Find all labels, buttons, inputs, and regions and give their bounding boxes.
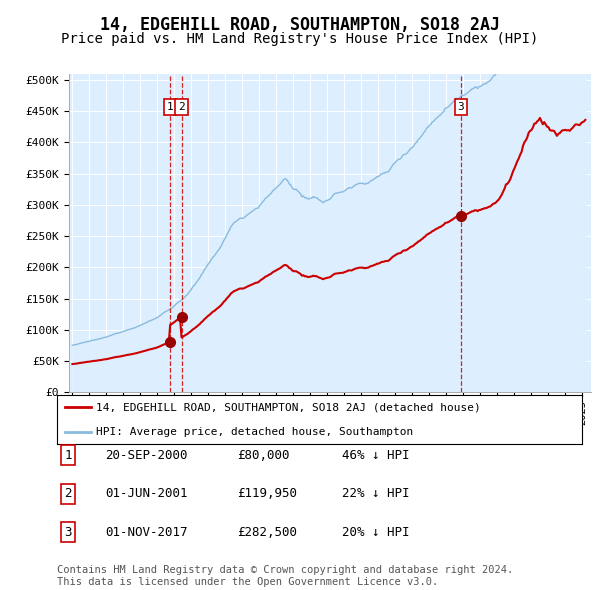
Text: 2: 2: [64, 487, 71, 500]
Text: £282,500: £282,500: [237, 526, 297, 539]
Text: 3: 3: [64, 526, 71, 539]
Text: 01-JUN-2001: 01-JUN-2001: [105, 487, 187, 500]
Text: 22% ↓ HPI: 22% ↓ HPI: [342, 487, 409, 500]
Text: 1: 1: [64, 449, 71, 462]
Text: 01-NOV-2017: 01-NOV-2017: [105, 526, 187, 539]
Text: 46% ↓ HPI: 46% ↓ HPI: [342, 449, 409, 462]
Text: Price paid vs. HM Land Registry's House Price Index (HPI): Price paid vs. HM Land Registry's House …: [61, 32, 539, 47]
Text: HPI: Average price, detached house, Southampton: HPI: Average price, detached house, Sout…: [97, 427, 413, 437]
Text: £80,000: £80,000: [237, 449, 290, 462]
Text: 3: 3: [457, 102, 464, 112]
Text: 14, EDGEHILL ROAD, SOUTHAMPTON, SO18 2AJ: 14, EDGEHILL ROAD, SOUTHAMPTON, SO18 2AJ: [100, 16, 500, 34]
Text: 20-SEP-2000: 20-SEP-2000: [105, 449, 187, 462]
Text: 20% ↓ HPI: 20% ↓ HPI: [342, 526, 409, 539]
Text: £119,950: £119,950: [237, 487, 297, 500]
Text: Contains HM Land Registry data © Crown copyright and database right 2024.
This d: Contains HM Land Registry data © Crown c…: [57, 565, 513, 587]
Text: 14, EDGEHILL ROAD, SOUTHAMPTON, SO18 2AJ (detached house): 14, EDGEHILL ROAD, SOUTHAMPTON, SO18 2AJ…: [97, 402, 481, 412]
Text: 1: 1: [166, 102, 173, 112]
Text: 2: 2: [178, 102, 185, 112]
